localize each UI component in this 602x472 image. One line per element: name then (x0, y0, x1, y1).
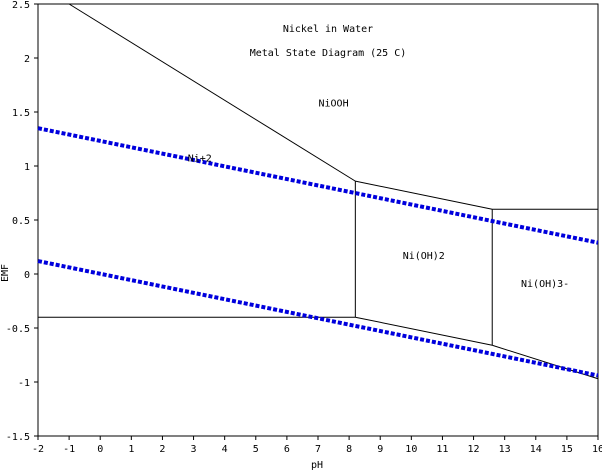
x-tick-label: 4 (222, 444, 228, 455)
y-tick-label: 2.5 (12, 0, 30, 11)
phase-boundaries (38, 3, 599, 380)
region-label: NiOOH (319, 99, 349, 110)
x-tick-label: 11 (436, 444, 448, 455)
boundary-line-b4 (355, 180, 493, 210)
x-tick-label: 1 (128, 444, 134, 455)
y-tick-label: -0.5 (6, 324, 30, 335)
y-axis-label: EMF (0, 264, 11, 282)
x-tick-label: 16 (592, 444, 602, 455)
region-label: Ni(OH)2 (403, 251, 445, 262)
x-tick-label: 12 (468, 444, 480, 455)
x-tick-label: 9 (377, 444, 383, 455)
x-tick-label: 0 (97, 444, 103, 455)
x-tick-label: -1 (63, 444, 75, 455)
x-axis-label: pH (311, 460, 323, 471)
y-tick-label: 1 (24, 162, 30, 173)
x-tick-label: 10 (405, 444, 417, 455)
x-tick-label: 7 (315, 444, 321, 455)
x-tick-label: 6 (284, 444, 290, 455)
water-stability-lines (37, 126, 599, 378)
y-tick-label: -1.5 (6, 432, 30, 443)
region-label: Ni+2 (188, 154, 212, 165)
y-tick-label: 0.5 (12, 216, 30, 227)
x-tick-label: -2 (32, 444, 44, 455)
region-label: Ni(OH)3- (521, 279, 569, 290)
boundary-line-b7 (355, 316, 493, 346)
y-tick-label: -1 (18, 378, 30, 389)
region-labels: NiOOH Ni+2 Ni(OH)2 Ni(OH)3- (188, 99, 569, 290)
x-tick-label: 15 (561, 444, 573, 455)
water-line-oxygen (37, 126, 599, 245)
boundary-line-b1 (68, 3, 356, 182)
chart-title: Nickel in Water (283, 24, 373, 35)
x-tick-label: 3 (191, 444, 197, 455)
chart-subtitle: Metal State Diagram (25 C) (250, 48, 407, 59)
x-tick-label: 14 (530, 444, 542, 455)
x-tick-label: 8 (346, 444, 352, 455)
y-tick-label: 2 (24, 54, 30, 65)
x-tick-label: 5 (253, 444, 259, 455)
water-line-hydrogen (37, 259, 599, 378)
x-tick-label: 2 (159, 444, 165, 455)
y-tick-label: 1.5 (12, 108, 30, 119)
y-axis-ticks: -1.5 -1 -0.5 0 0.5 1 1.5 2 2.5 (6, 0, 38, 443)
x-axis-ticks: -2 -1 0 1 2 3 4 5 6 7 8 9 10 11 12 13 14 15 16 (32, 436, 602, 455)
y-tick-label: 0 (24, 270, 30, 281)
x-tick-label: 13 (499, 444, 511, 455)
